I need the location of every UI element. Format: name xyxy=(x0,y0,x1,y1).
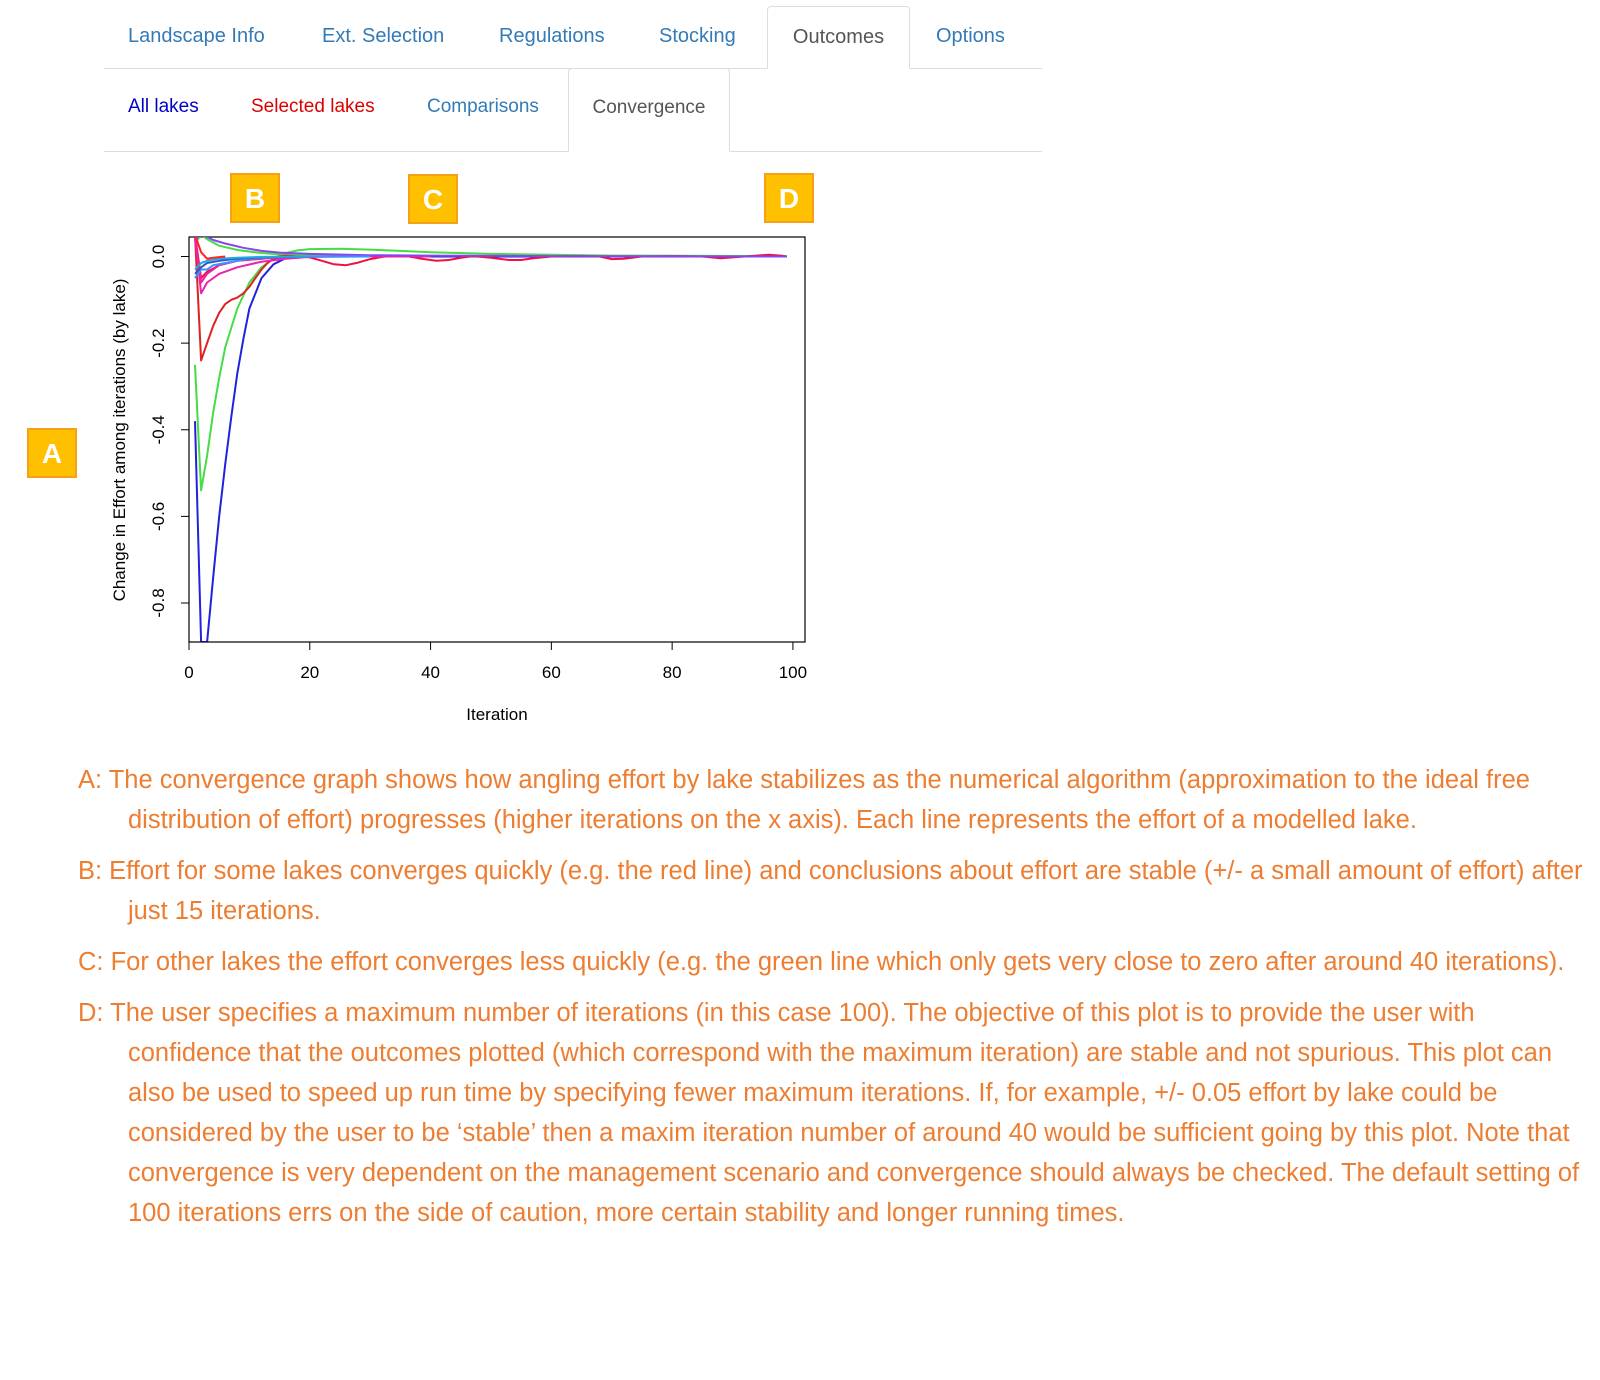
plot-frame xyxy=(188,236,806,643)
tab-regulations[interactable]: Regulations xyxy=(499,25,605,47)
explanation-notes: A: The convergence graph shows how angli… xyxy=(78,760,1588,1244)
subtab-comparisons[interactable]: Comparisons xyxy=(427,96,539,117)
y-tick-label-3: -0.6 xyxy=(149,502,168,531)
note-b: B: Effort for some lakes converges quick… xyxy=(78,857,1583,925)
series-line-11 xyxy=(194,237,226,260)
sub-tab-bar: All lakes Selected lakes Comparisons Con… xyxy=(104,68,1042,152)
main-tab-bar: Landscape Info Ext. Selection Regulation… xyxy=(104,6,1042,69)
x-tick-label-0: 0 xyxy=(184,663,193,682)
note-d: D: The user specifies a maximum number o… xyxy=(78,999,1580,1227)
tab-ext-selection[interactable]: Ext. Selection xyxy=(322,25,445,47)
callout-c: C xyxy=(408,174,458,224)
x-tick-label-20: 20 xyxy=(300,663,319,682)
x-tick-label-60: 60 xyxy=(542,663,561,682)
subtab-selected-lakes[interactable]: Selected lakes xyxy=(251,96,375,117)
callout-b: B xyxy=(230,173,280,223)
y-tick-label-4: -0.8 xyxy=(149,588,168,617)
note-a: A: The convergence graph shows how angli… xyxy=(78,766,1530,834)
callout-d: D xyxy=(764,173,814,223)
x-axis: 0 20 40 60 80 100 xyxy=(184,641,807,682)
note-c: C: For other lakes the effort converges … xyxy=(78,948,1565,976)
y-axis-title: Change in Effort among iterations (by la… xyxy=(110,279,129,602)
series-line-5 xyxy=(194,237,431,295)
x-tick-label-40: 40 xyxy=(421,663,440,682)
tab-stocking[interactable]: Stocking xyxy=(659,25,736,47)
y-axis: 0.0 -0.2 -0.4 -0.6 -0.8 xyxy=(149,245,190,618)
y-tick-label-0: 0.0 xyxy=(149,245,168,269)
x-tick-label-80: 80 xyxy=(663,663,682,682)
subtab-convergence[interactable]: Convergence xyxy=(568,68,730,152)
y-tick-label-1: -0.2 xyxy=(149,328,168,357)
x-axis-title: Iteration xyxy=(466,705,527,724)
y-tick-label-2: -0.4 xyxy=(149,415,168,444)
callout-a: A xyxy=(27,428,77,478)
x-tick-label-100: 100 xyxy=(779,663,807,682)
subtab-all-lakes[interactable]: All lakes xyxy=(128,96,199,117)
tab-options[interactable]: Options xyxy=(936,25,1005,47)
tab-outcomes[interactable]: Outcomes xyxy=(767,6,910,69)
series-lines xyxy=(194,237,788,642)
convergence-chart: 0 20 40 60 80 100 0.0 -0.2 -0.4 -0.6 -0.8 Iterati… xyxy=(110,236,807,724)
series-line-1 xyxy=(194,247,787,492)
series-line-10 xyxy=(194,255,310,271)
series-line-7 xyxy=(194,237,787,258)
tab-landscape-info[interactable]: Landscape Info xyxy=(128,25,265,47)
series-line-0 xyxy=(194,254,787,642)
